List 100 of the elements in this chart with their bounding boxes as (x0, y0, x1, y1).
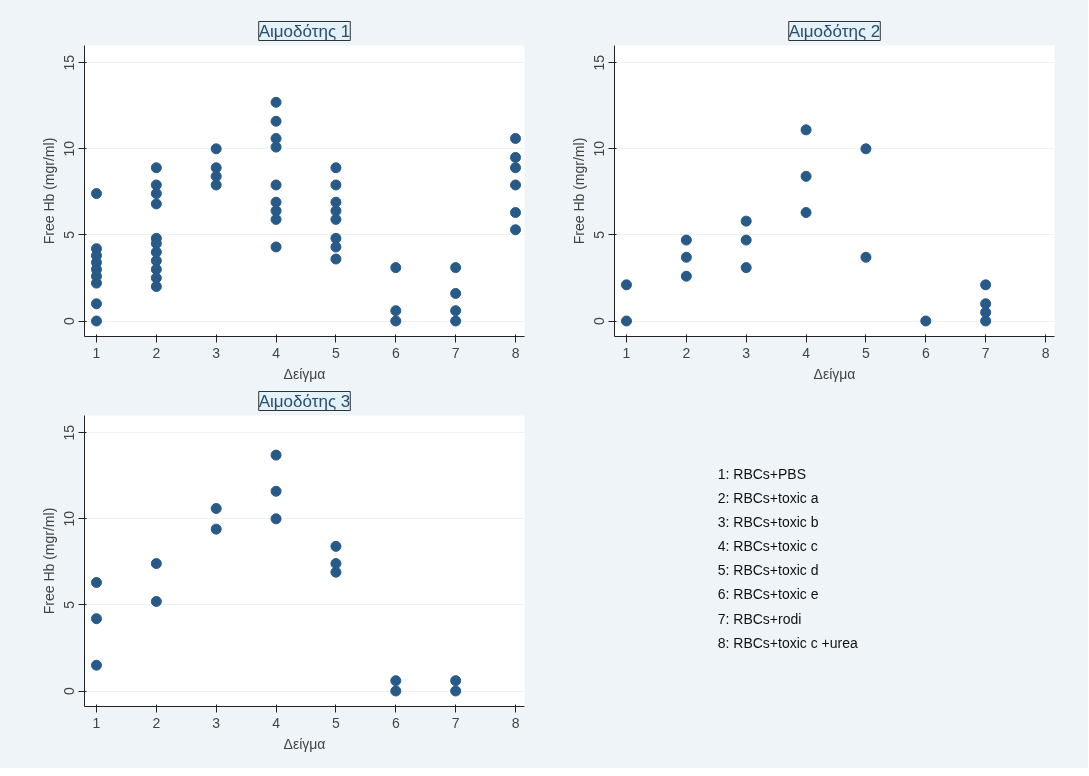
point (270, 115, 282, 127)
point (210, 143, 222, 155)
text: 1: RBCs+PBS (717, 465, 807, 482)
point (680, 234, 692, 246)
point (860, 143, 872, 155)
point (90, 188, 102, 200)
text: 3: RBCs+toxic b (717, 514, 819, 531)
x-tick-label: 4 (802, 344, 811, 361)
y-tick-label: 15 (591, 54, 608, 71)
text: 4: RBCs+toxic c (717, 538, 818, 555)
point (270, 132, 282, 144)
point (330, 179, 342, 191)
text: 2: RBCs+toxic a (717, 489, 819, 506)
point (510, 132, 522, 144)
point (510, 207, 522, 219)
point (680, 270, 692, 282)
point (920, 315, 932, 327)
point (740, 262, 752, 274)
x-tick-label: 1 (622, 344, 631, 361)
point (390, 685, 402, 697)
text: 7: RBCs+rodi (717, 610, 802, 627)
y-axis-title: Free Hb (mgr/ml) (40, 507, 57, 615)
x-tick-label: 2 (152, 714, 161, 731)
x-tick-label: 1 (92, 714, 101, 731)
x-tick-label: 2 (152, 344, 161, 361)
y-tick-label: 15 (61, 54, 78, 71)
point (390, 315, 402, 327)
point (860, 251, 872, 263)
point (150, 188, 162, 200)
y-tick-label: 5 (591, 230, 608, 239)
x-tick-label: 4 (272, 714, 281, 731)
x-tick-label: 6 (391, 344, 400, 361)
x-axis-title: Δείγμα (813, 365, 856, 382)
text: 6: RBCs+toxic e (717, 586, 819, 603)
point (150, 198, 162, 210)
point (270, 241, 282, 253)
point (150, 179, 162, 191)
y-tick-label: 0 (61, 316, 78, 325)
x-tick-label: 3 (212, 344, 221, 361)
point (510, 224, 522, 236)
y-tick-label: 0 (591, 316, 608, 325)
x-tick-label: 6 (391, 714, 400, 731)
y-axis-title: Free Hb (mgr/ml) (40, 137, 57, 245)
x-axis-title: Δείγμα (283, 365, 326, 382)
x-tick-label: 5 (332, 714, 341, 731)
point (330, 162, 342, 174)
point (330, 196, 342, 208)
y-tick-label: 10 (61, 140, 78, 157)
y-tick-label: 5 (61, 230, 78, 239)
point (390, 675, 402, 687)
x-tick-label: 5 (332, 344, 341, 361)
point (390, 305, 402, 317)
y-tick-label: 5 (61, 600, 78, 609)
point (680, 251, 692, 263)
y-tick-label: 10 (591, 140, 608, 157)
x-tick-label: 5 (862, 344, 871, 361)
x-tick-label: 7 (451, 714, 460, 731)
point (740, 234, 752, 246)
point (330, 253, 342, 265)
chart-title: Αιμοδότης 2 (788, 21, 881, 41)
point (740, 215, 752, 227)
point (270, 513, 282, 525)
text: 5: RBCs+toxic d (717, 562, 819, 579)
point (90, 613, 102, 625)
point (150, 595, 162, 607)
point (270, 485, 282, 497)
point (510, 151, 522, 163)
x-tick-label: 6 (921, 344, 930, 361)
x-tick-label: 8 (1041, 344, 1050, 361)
point (450, 262, 462, 274)
x-axis-title: Δείγμα (283, 735, 326, 752)
point (330, 540, 342, 552)
point (450, 675, 462, 687)
x-tick-label: 7 (451, 344, 460, 361)
point (800, 207, 812, 219)
point (800, 170, 812, 182)
point (390, 262, 402, 274)
point (90, 659, 102, 671)
point (620, 315, 632, 327)
point (150, 558, 162, 570)
point (150, 281, 162, 293)
point (90, 577, 102, 589)
point (510, 179, 522, 191)
point (210, 502, 222, 514)
point (450, 685, 462, 697)
point (210, 523, 222, 535)
point (270, 449, 282, 461)
y-tick-label: 0 (61, 686, 78, 695)
x-tick-label: 3 (212, 714, 221, 731)
x-tick-label: 7 (981, 344, 990, 361)
point (150, 162, 162, 174)
y-tick-label: 15 (61, 424, 78, 441)
chart-title: Αιμοδότης 3 (258, 391, 351, 411)
point (270, 179, 282, 191)
point (90, 315, 102, 327)
y-axis-title: Free Hb (mgr/ml) (570, 137, 587, 245)
point (450, 305, 462, 317)
point (270, 96, 282, 108)
point (450, 315, 462, 327)
point (90, 298, 102, 310)
